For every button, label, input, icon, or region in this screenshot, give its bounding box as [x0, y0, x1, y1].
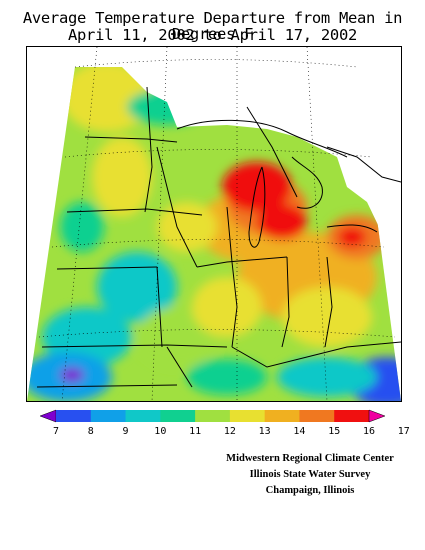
legend-bar	[39, 409, 386, 423]
lake-outlines	[176, 119, 378, 248]
legend-tick-label: 16	[362, 426, 376, 437]
legend-tick-label: 12	[223, 426, 236, 437]
graticule	[38, 47, 396, 401]
legend-tick-label: 17	[397, 426, 410, 437]
state-boundaries	[36, 86, 401, 388]
legend-tick-label: 14	[293, 426, 306, 437]
temperature-map-canvas	[27, 47, 401, 401]
credit-organization: Midwestern Regional Climate Center	[226, 453, 394, 464]
legend-swatch	[229, 410, 266, 422]
legend-swatch	[90, 410, 127, 422]
legend-swatch	[56, 410, 92, 422]
temperature-map	[26, 46, 402, 402]
credit-survey: Illinois State Water Survey	[249, 469, 371, 480]
legend-swatch	[299, 410, 335, 422]
legend-tick-label: 11	[189, 426, 202, 437]
color-scale-legend: 7 8 9 10 11 12 13 14 15 16 17	[39, 408, 410, 440]
legend-tick-label: 10	[154, 426, 167, 437]
legend-swatch	[125, 410, 161, 422]
legend-arrow-low	[39, 409, 57, 423]
no-data-region	[75, 47, 401, 227]
legend-swatch	[160, 410, 196, 422]
legend-tick-label: 13	[258, 426, 271, 437]
credit-location: Champaign, Illinois	[265, 485, 355, 496]
legend-swatch	[334, 410, 370, 422]
legend-tick-label: 8	[87, 426, 94, 437]
legend-swatch	[195, 410, 231, 422]
map-date-range: April 11, 2002 to April 17, 2002	[67, 26, 358, 44]
legend-tick-label: 9	[122, 426, 129, 437]
legend-swatch	[264, 410, 300, 422]
map-title: Average Temperature Departure from Mean …	[22, 9, 403, 43]
legend-tick-label: 7	[52, 426, 60, 437]
legend-arrow-high	[368, 409, 386, 423]
legend-tick-label: 15	[328, 426, 341, 437]
